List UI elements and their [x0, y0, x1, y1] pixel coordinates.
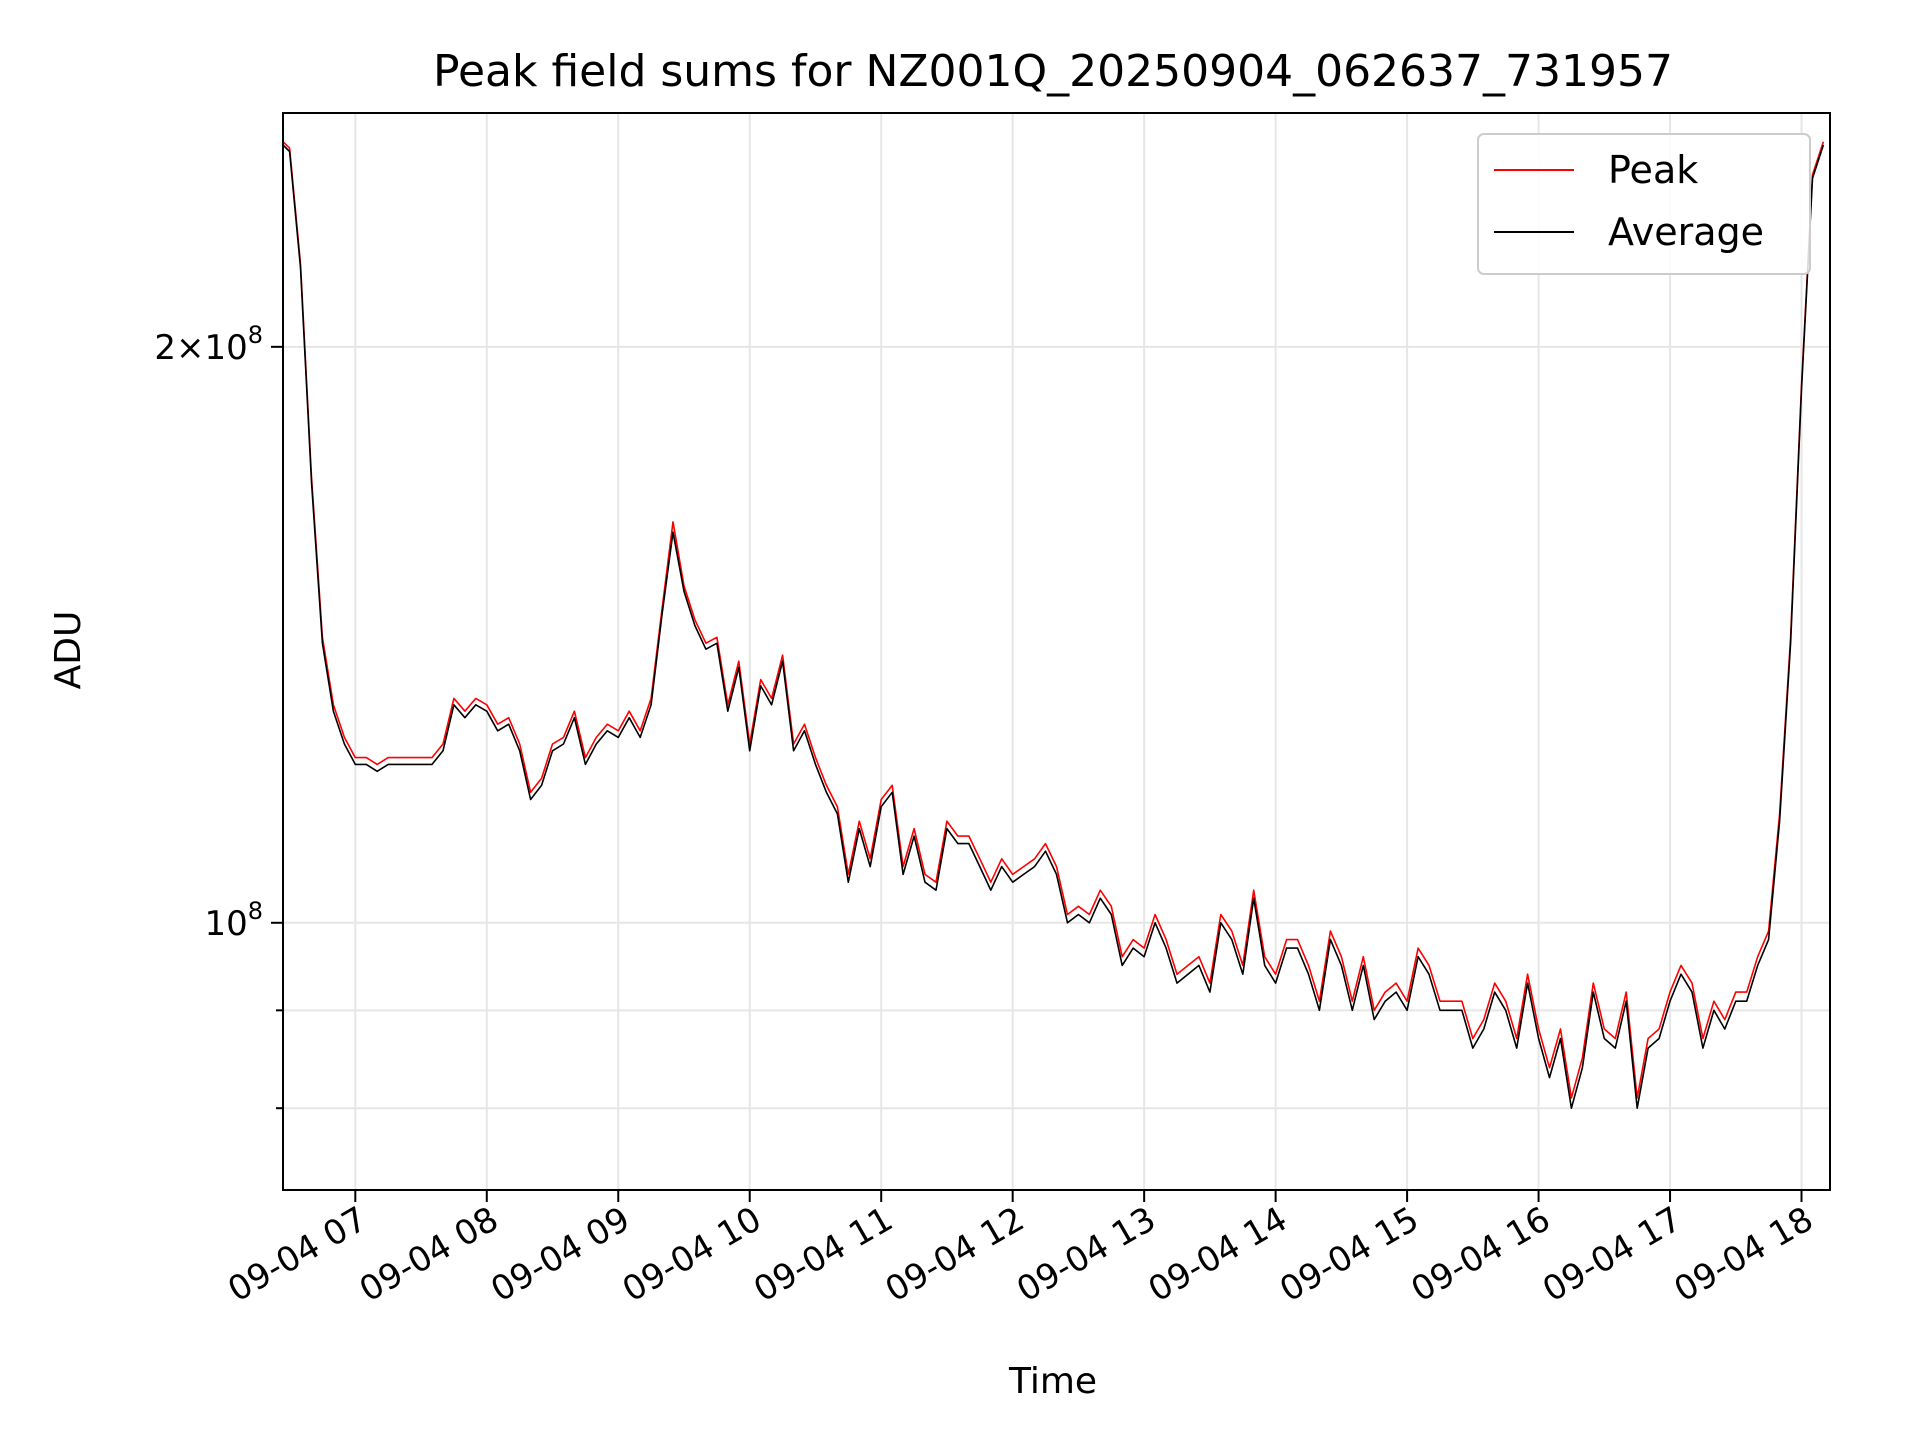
plot-frame — [282, 112, 1831, 1191]
y-tick-exponent: 8 — [248, 321, 263, 349]
y-tick-label: 108 — [204, 897, 263, 944]
legend-label: Average — [1608, 210, 1764, 254]
y-tick-exponent: 8 — [248, 897, 263, 925]
legend-label: Peak — [1608, 148, 1698, 192]
y-tick-base: 10 — [204, 328, 247, 368]
y-tick-times: × — [176, 328, 205, 368]
y-tick-mantissa: 2 — [154, 328, 176, 368]
chart-title: Peak field sums for NZ001Q_20250904_0626… — [433, 46, 1673, 97]
y-axis-label: ADU — [48, 611, 89, 690]
y-tick-label: 2×108 — [154, 321, 263, 368]
series-line-peak — [282, 141, 1825, 1099]
series-line-average — [282, 144, 1825, 1109]
x-axis-label: Time — [1008, 1361, 1097, 1402]
y-tick-base: 10 — [204, 904, 247, 944]
legend: Peak Average — [1477, 133, 1811, 275]
series-lines — [282, 141, 1825, 1109]
grid-lines — [283, 113, 1830, 1190]
